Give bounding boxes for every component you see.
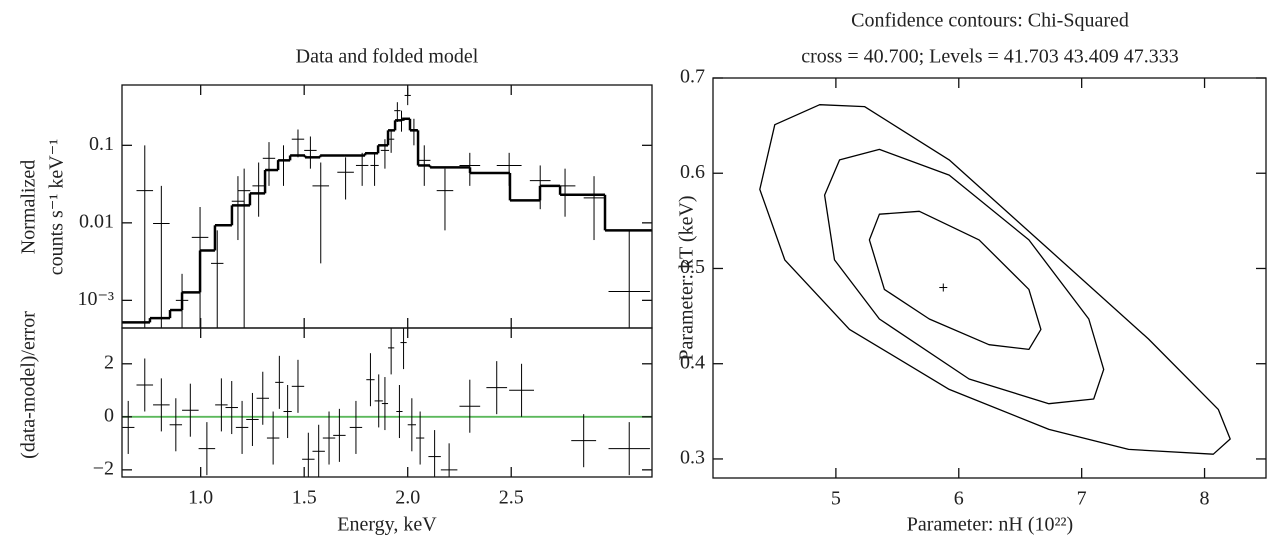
- contour: [823, 148, 1105, 405]
- y-tick-label: 0.01: [79, 210, 114, 232]
- contour: [868, 210, 1042, 351]
- residual-plot: [122, 328, 652, 477]
- axes-frame: [121, 327, 653, 478]
- y-tick-label: 0.5: [680, 256, 705, 278]
- contour-title: Confidence contours: Chi-Squared: [851, 10, 1129, 32]
- y-axis-label: Parameter: kT (keV): [676, 195, 698, 360]
- spectrum-plot: [122, 87, 652, 328]
- y-tick-label: 0.3: [680, 447, 705, 469]
- x-tick-label: 2.5: [499, 487, 524, 509]
- y-axis-label: counts s⁻¹ keV⁻¹: [46, 139, 68, 275]
- y-tick-label: −2: [93, 457, 114, 479]
- x-tick-label: 1.0: [188, 487, 213, 509]
- axes-frame: [121, 84, 653, 329]
- x-tick-label: 8: [1200, 488, 1210, 510]
- y-tick-label: 10⁻³: [77, 288, 114, 310]
- spectrum-title: Data and folded model: [296, 46, 479, 68]
- contour-subtitle: cross = 40.700; Levels = 41.703 43.409 4…: [801, 46, 1179, 68]
- y-tick-label: 0: [104, 404, 114, 426]
- x-tick-label: 2.0: [395, 487, 420, 509]
- y-tick-label: 0.6: [680, 161, 705, 183]
- x-axis-label: Energy, keV: [337, 514, 437, 536]
- x-axis-label: Parameter: nH (10²²): [907, 514, 1073, 536]
- x-tick-label: 6: [954, 488, 964, 510]
- x-tick-label: 1.5: [292, 487, 317, 509]
- y-axis-label: Normalized: [18, 160, 40, 254]
- y-axis-label: (data-model)/error: [18, 311, 40, 459]
- y-tick-label: 0.7: [680, 66, 705, 88]
- y-tick-label: 0.1: [89, 133, 114, 155]
- y-tick-label: 2: [104, 351, 114, 373]
- contour: [759, 104, 1231, 455]
- x-tick-label: 7: [1077, 488, 1087, 510]
- contour-plot: [759, 104, 1231, 455]
- x-tick-label: 5: [831, 488, 841, 510]
- axes-frame: [712, 77, 1267, 479]
- y-tick-label: 0.4: [680, 351, 705, 373]
